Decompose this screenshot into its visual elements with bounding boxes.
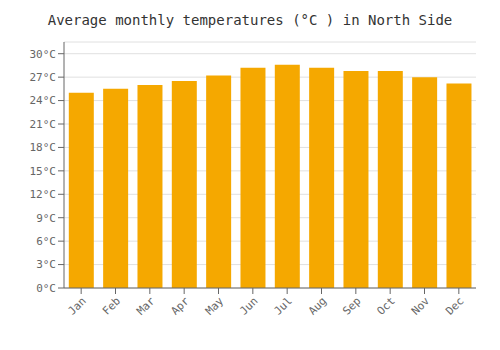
svg-text:Apr: Apr bbox=[169, 294, 193, 318]
svg-text:27°C: 27°C bbox=[30, 71, 57, 84]
svg-text:Jul: Jul bbox=[272, 294, 295, 317]
svg-text:21°C: 21°C bbox=[30, 118, 57, 131]
svg-text:6°C: 6°C bbox=[36, 235, 56, 248]
svg-text:3°C: 3°C bbox=[36, 258, 56, 271]
svg-text:Mar: Mar bbox=[134, 294, 158, 318]
svg-text:Jun: Jun bbox=[237, 294, 260, 317]
svg-text:Aug: Aug bbox=[306, 294, 329, 317]
svg-text:Sep: Sep bbox=[340, 294, 363, 317]
svg-text:12°C: 12°C bbox=[30, 188, 57, 201]
svg-text:Jan: Jan bbox=[66, 294, 89, 317]
svg-text:30°C: 30°C bbox=[30, 48, 57, 61]
svg-text:15°C: 15°C bbox=[30, 165, 57, 178]
svg-text:9°C: 9°C bbox=[36, 212, 56, 225]
svg-text:Nov: Nov bbox=[409, 294, 433, 318]
html-text:Average monthly temperatures (: Average monthly temperatures (°C ) in No… bbox=[47, 12, 453, 28]
svg-text:Oct: Oct bbox=[375, 294, 398, 317]
svg-text:May: May bbox=[203, 294, 227, 318]
svg-text:Dec: Dec bbox=[443, 294, 466, 317]
svg-text:Feb: Feb bbox=[100, 294, 123, 317]
svg-text:0°C: 0°C bbox=[36, 282, 56, 295]
svg-text:24°C: 24°C bbox=[30, 94, 57, 107]
svg-text:18°C: 18°C bbox=[30, 141, 57, 154]
